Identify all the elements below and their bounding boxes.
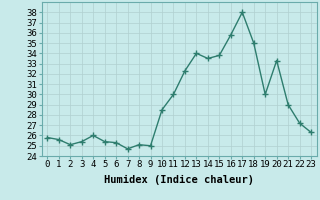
X-axis label: Humidex (Indice chaleur): Humidex (Indice chaleur) (104, 175, 254, 185)
